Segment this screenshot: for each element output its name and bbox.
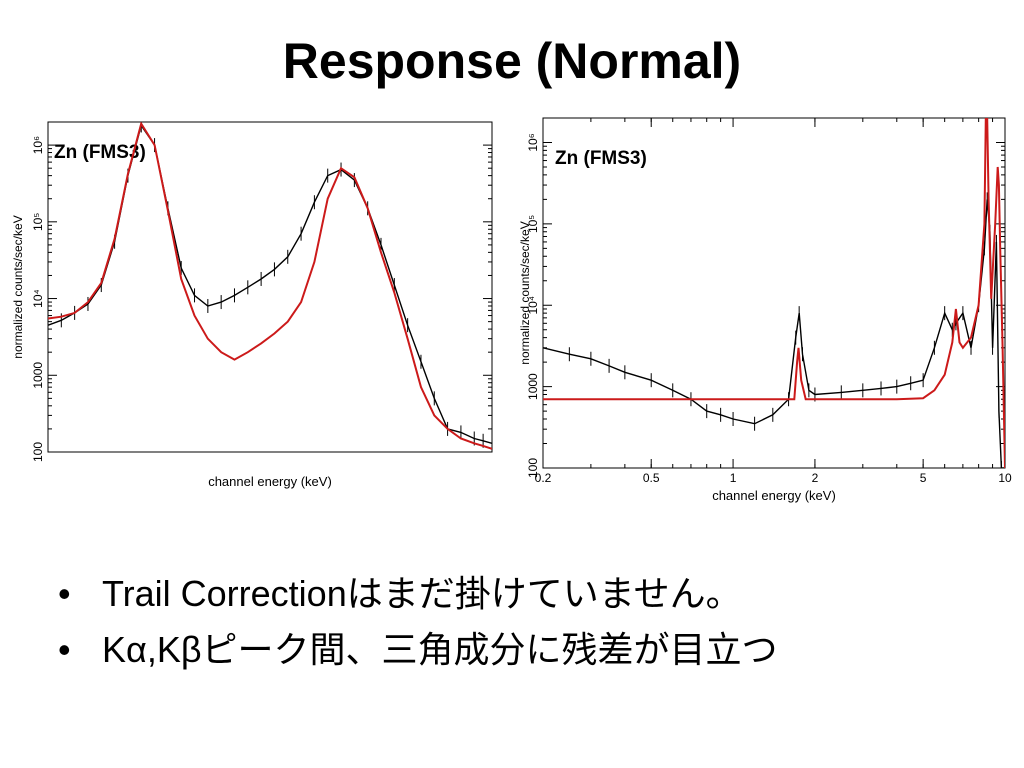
bullet-item: • Kα,Kβピーク間、三角成分に残差が目立つ	[58, 622, 998, 678]
bullet-item: • Trail Correctionはまだ掛けていません。	[58, 566, 998, 622]
bullet-list: • Trail Correctionはまだ掛けていません。 • Kα,Kβピーク…	[58, 566, 998, 678]
x-tick-label: 10	[998, 471, 1012, 485]
model-line	[543, 118, 1005, 468]
series-group	[543, 118, 1005, 468]
bullet-glyph: •	[58, 573, 71, 614]
model-line	[48, 122, 492, 450]
x-axis-label: channel energy (keV)	[208, 474, 332, 489]
y-tick-label: 10⁵	[31, 213, 45, 231]
chart-right-svg: 100 1000 10⁴ 10⁵ 10⁶ 0.2 0.5 1 2 5 10 channel energ…	[518, 117, 1012, 503]
y-tick-label: 100	[31, 442, 45, 462]
x-tick-label: 1	[730, 471, 737, 485]
bullet-glyph: •	[58, 629, 71, 670]
x-tick-label: 5	[920, 471, 927, 485]
plot-frame	[47, 121, 493, 453]
y-tick-label: 10⁵	[526, 215, 540, 233]
bullet-text: Kα,Kβピーク間、三角成分に残差が目立つ	[102, 629, 778, 670]
chart-left-svg: 100 1000 10⁴ 10⁵ 10⁶ channel energy (keV) norm…	[11, 121, 493, 489]
x-tick-label: 0.5	[643, 471, 660, 485]
slide-title: Response (Normal)	[282, 33, 742, 89]
y-axis-label: normalized counts/sec/keV	[518, 221, 532, 364]
series-group	[48, 122, 492, 451]
y-tick-label: 10⁴	[526, 296, 540, 315]
chart-annotation: Zn (FMS3)	[54, 142, 146, 163]
y-tick-label: 10⁶	[31, 136, 45, 154]
bullet-text: Trail Correctionはまだ掛けていません。	[102, 573, 742, 614]
chart-left: 100 1000 10⁴ 10⁵ 10⁶ channel energy (keV) norm…	[11, 112, 512, 500]
chart-right: 100 1000 10⁴ 10⁵ 10⁶ 0.2 0.5 1 2 5 10 channel energ…	[513, 112, 1021, 510]
y-tick-label: 10⁴	[31, 289, 45, 308]
y-tick-label: 1000	[526, 373, 540, 400]
y-tick-label: 1000	[31, 362, 45, 389]
x-tick-label: 0.2	[535, 471, 552, 485]
plot-frame	[542, 117, 1006, 469]
y-tick-label: 10⁶	[526, 133, 540, 151]
chart-annotation: Zn (FMS3)	[555, 148, 647, 169]
y-axis-label: normalized counts/sec/keV	[12, 215, 25, 358]
data-line	[543, 199, 1005, 468]
x-axis-label: channel energy (keV)	[712, 488, 836, 503]
x-tick-label: 2	[812, 471, 819, 485]
y-tick-label: 100	[526, 458, 540, 478]
